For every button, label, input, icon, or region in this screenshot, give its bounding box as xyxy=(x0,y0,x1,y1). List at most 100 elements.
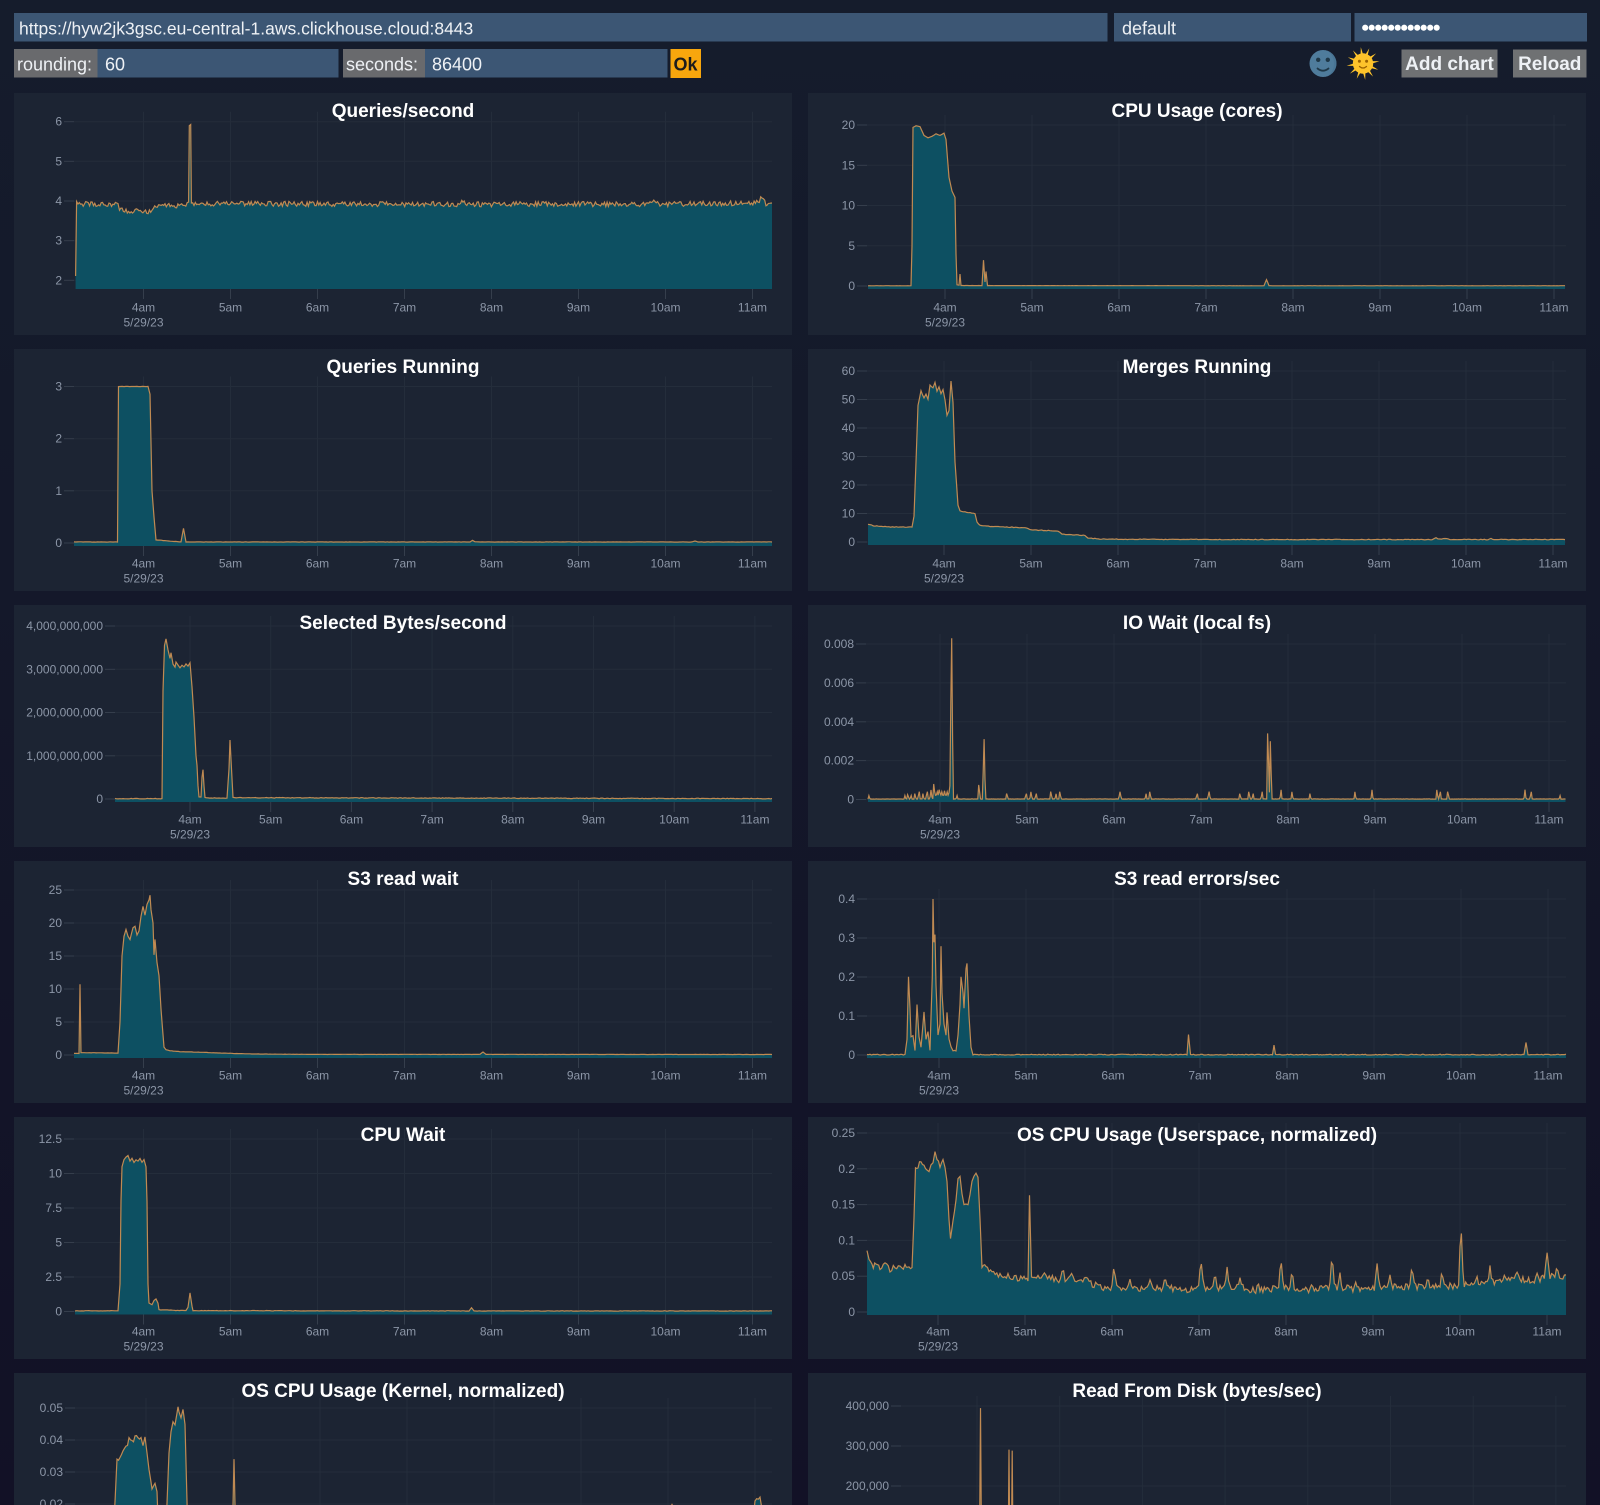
svg-text:8am: 8am xyxy=(1281,301,1304,315)
svg-text:0.2: 0.2 xyxy=(838,970,855,984)
svg-text:4am: 4am xyxy=(178,813,201,827)
svg-text:10am: 10am xyxy=(1452,301,1482,315)
svg-text:9am: 9am xyxy=(1362,1069,1385,1083)
svg-text:Ok: Ok xyxy=(673,55,698,75)
svg-text:0.3: 0.3 xyxy=(838,931,855,945)
svg-text:20: 20 xyxy=(49,916,63,930)
svg-text:7.5: 7.5 xyxy=(45,1201,62,1215)
svg-text:5/29/23: 5/29/23 xyxy=(123,1340,163,1354)
svg-text:0.05: 0.05 xyxy=(40,1401,64,1415)
svg-text:3: 3 xyxy=(55,380,62,394)
svg-text:20: 20 xyxy=(842,118,856,132)
svg-text:50: 50 xyxy=(842,393,856,407)
svg-text:Reload: Reload xyxy=(1518,54,1581,75)
svg-text:0: 0 xyxy=(96,792,103,806)
svg-text:7am: 7am xyxy=(1194,301,1217,315)
svg-text:10am: 10am xyxy=(1445,1325,1475,1339)
svg-text:9am: 9am xyxy=(582,813,605,827)
svg-text:6: 6 xyxy=(55,115,62,129)
svg-text:6am: 6am xyxy=(306,557,329,571)
svg-text:5/29/23: 5/29/23 xyxy=(925,316,965,330)
svg-text:11am: 11am xyxy=(1534,813,1563,827)
svg-text:4am: 4am xyxy=(927,1069,950,1083)
svg-text:8am: 8am xyxy=(480,301,503,315)
svg-text:9am: 9am xyxy=(1361,1325,1384,1339)
svg-text:10am: 10am xyxy=(1447,813,1477,827)
svg-text:10am: 10am xyxy=(650,1325,680,1339)
svg-text:CPU Usage (cores): CPU Usage (cores) xyxy=(1111,101,1282,122)
svg-text:0.05: 0.05 xyxy=(832,1269,856,1283)
svg-text:5/29/23: 5/29/23 xyxy=(920,828,960,842)
svg-text:9am: 9am xyxy=(1367,557,1390,571)
svg-text:6am: 6am xyxy=(306,1325,329,1339)
svg-text:0.25: 0.25 xyxy=(832,1126,856,1140)
svg-text:0.4: 0.4 xyxy=(838,892,855,906)
svg-text:rounding:: rounding: xyxy=(17,54,92,74)
svg-text:3,000,000,000: 3,000,000,000 xyxy=(26,662,103,676)
svg-text:8am: 8am xyxy=(480,1325,503,1339)
svg-text:4,000,000,000: 4,000,000,000 xyxy=(26,619,103,633)
svg-text:OS CPU Usage (Kernel, normaliz: OS CPU Usage (Kernel, normalized) xyxy=(241,1381,564,1402)
svg-text:10am: 10am xyxy=(1446,1069,1476,1083)
svg-text:7am: 7am xyxy=(393,1325,416,1339)
svg-text:5: 5 xyxy=(55,154,62,168)
svg-text:0.1: 0.1 xyxy=(838,1233,855,1247)
svg-text:seconds:: seconds: xyxy=(346,54,418,74)
svg-text:6am: 6am xyxy=(1102,813,1125,827)
svg-text:S3 read wait: S3 read wait xyxy=(348,869,460,890)
svg-text:11am: 11am xyxy=(1538,557,1567,571)
svg-text:1: 1 xyxy=(55,484,62,498)
svg-text:9am: 9am xyxy=(567,301,590,315)
svg-text:0: 0 xyxy=(848,1305,855,1319)
svg-text:9am: 9am xyxy=(567,557,590,571)
svg-text:https://hyw2jk3gsc.eu-central-: https://hyw2jk3gsc.eu-central-1.aws.clic… xyxy=(19,18,473,38)
svg-text:9am: 9am xyxy=(1363,813,1386,827)
svg-text:4am: 4am xyxy=(132,1325,155,1339)
svg-text:2: 2 xyxy=(55,273,62,287)
svg-text:15: 15 xyxy=(49,949,63,963)
svg-text:OS CPU Usage (Userspace, norma: OS CPU Usage (Userspace, normalized) xyxy=(1017,1125,1377,1146)
svg-text:400,000: 400,000 xyxy=(846,1399,890,1413)
svg-text:5am: 5am xyxy=(219,557,242,571)
svg-text:4am: 4am xyxy=(132,301,155,315)
svg-text:5: 5 xyxy=(55,1015,62,1029)
svg-text:5/29/23: 5/29/23 xyxy=(924,572,964,586)
svg-text:60: 60 xyxy=(842,364,856,378)
svg-text:5am: 5am xyxy=(219,1069,242,1083)
svg-text:5am: 5am xyxy=(219,301,242,315)
svg-text:9am: 9am xyxy=(567,1069,590,1083)
svg-text:Read From Disk (bytes/sec): Read From Disk (bytes/sec) xyxy=(1072,1381,1321,1402)
svg-text:5am: 5am xyxy=(1020,301,1043,315)
svg-text:30: 30 xyxy=(842,450,856,464)
svg-text:300,000: 300,000 xyxy=(846,1439,890,1453)
svg-text:4am: 4am xyxy=(132,1069,155,1083)
svg-text:4: 4 xyxy=(55,194,62,208)
svg-text:4am: 4am xyxy=(132,557,155,571)
svg-text:25: 25 xyxy=(49,883,63,897)
svg-text:3: 3 xyxy=(55,234,62,248)
svg-text:CPU Wait: CPU Wait xyxy=(361,1125,446,1146)
svg-text:4am: 4am xyxy=(926,1325,949,1339)
svg-text:Queries Running: Queries Running xyxy=(326,357,479,378)
svg-text:10: 10 xyxy=(842,507,856,521)
svg-text:Selected Bytes/second: Selected Bytes/second xyxy=(300,613,507,634)
svg-text:11am: 11am xyxy=(738,1069,767,1083)
svg-text:4am: 4am xyxy=(928,813,951,827)
svg-text:5am: 5am xyxy=(1019,557,1042,571)
svg-text:10am: 10am xyxy=(650,1069,680,1083)
svg-text:0.1: 0.1 xyxy=(838,1009,855,1023)
svg-text:8am: 8am xyxy=(1276,813,1299,827)
svg-text:9am: 9am xyxy=(1368,301,1391,315)
svg-text:7am: 7am xyxy=(1193,557,1216,571)
svg-text:S3 read errors/sec: S3 read errors/sec xyxy=(1114,869,1280,890)
svg-text:0.2: 0.2 xyxy=(838,1162,855,1176)
svg-text:5am: 5am xyxy=(1013,1325,1036,1339)
svg-text:0.03: 0.03 xyxy=(40,1465,64,1479)
svg-text:8am: 8am xyxy=(1275,1069,1298,1083)
svg-text:0: 0 xyxy=(847,793,854,807)
svg-text:4am: 4am xyxy=(933,301,956,315)
svg-text:20: 20 xyxy=(842,478,856,492)
svg-text:200,000: 200,000 xyxy=(846,1479,890,1493)
svg-text:Merges Running: Merges Running xyxy=(1123,357,1272,378)
svg-text:7am: 7am xyxy=(1188,1069,1211,1083)
